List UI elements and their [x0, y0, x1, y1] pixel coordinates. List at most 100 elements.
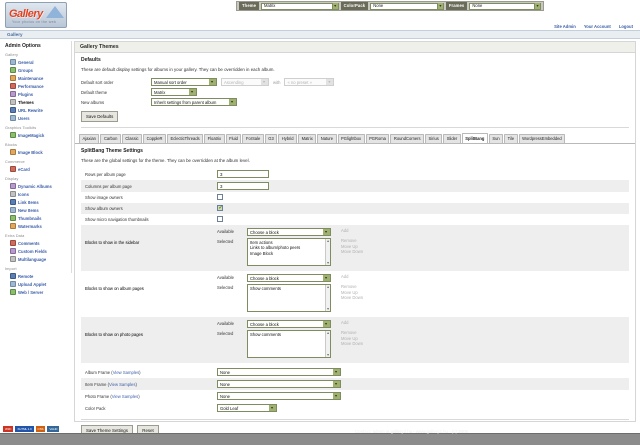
- sort-direction-select[interactable]: Ascending ▼: [221, 78, 269, 86]
- tab-coppler[interactable]: CoppleR: [143, 134, 167, 143]
- tab-hybrid[interactable]: Hybrid: [278, 134, 298, 143]
- save-defaults-button[interactable]: Save Defaults: [81, 111, 119, 122]
- block-action-move-up[interactable]: Move Up: [341, 289, 358, 295]
- tab-splitbang[interactable]: SplitBang: [461, 133, 488, 143]
- tab-roundcorners[interactable]: RoundCorners: [390, 134, 425, 143]
- scrollbar[interactable]: ▲ ▼: [325, 285, 330, 311]
- frame-select[interactable]: None ▼: [217, 392, 341, 400]
- sidebar-item-general[interactable]: General: [5, 58, 69, 66]
- tab-ajaxian[interactable]: Ajaxian: [79, 134, 100, 143]
- badge-xhtml[interactable]: XHTML 1.0: [15, 426, 34, 432]
- badge-w3c[interactable]: W3C: [3, 426, 14, 432]
- theme-selector[interactable]: Matrix ▼: [261, 2, 339, 10]
- link-site-admin[interactable]: Site Admin: [554, 24, 576, 29]
- tab-forsale[interactable]: ForSale: [242, 134, 264, 143]
- sidebar-item-ecard[interactable]: eCard: [5, 165, 69, 173]
- add-block-button[interactable]: Add: [341, 274, 349, 279]
- view-samples-link[interactable]: View Samples: [108, 381, 136, 387]
- sidebar-item-image-block[interactable]: Image Block: [5, 148, 69, 156]
- breadcrumb[interactable]: Gallery: [0, 30, 640, 39]
- list-item[interactable]: Item actions: [250, 240, 273, 245]
- list-item[interactable]: Image Block: [250, 250, 274, 256]
- sidebar-item-users[interactable]: Users: [5, 114, 69, 122]
- scrollbar[interactable]: ▲ ▼: [325, 239, 330, 265]
- scrollbar[interactable]: ▲ ▼: [325, 331, 330, 357]
- default-sort-order-select[interactable]: Manual sort order ▼: [151, 78, 217, 86]
- tab-slider[interactable]: Slider: [443, 134, 461, 143]
- frame-select[interactable]: None ▼: [217, 368, 341, 376]
- available-block-select[interactable]: Choose a block ▼: [247, 228, 331, 236]
- tab-eclecticthreads[interactable]: EclecticThreads: [167, 134, 204, 143]
- tab-pglightbox[interactable]: PGlightbox: [337, 134, 365, 143]
- list-item[interactable]: Show comments: [250, 332, 281, 337]
- tab-classic[interactable]: Classic: [121, 134, 143, 143]
- list-item[interactable]: Show comments: [250, 286, 281, 291]
- sidebar-item-performance[interactable]: Performance: [5, 82, 69, 90]
- checkbox[interactable]: [217, 194, 223, 200]
- sidebar-item-url-rewrite[interactable]: URL Rewrite: [5, 106, 69, 114]
- sidebar-item-groups[interactable]: Groups: [5, 66, 69, 74]
- add-block-button[interactable]: Add: [341, 228, 349, 233]
- tab-g3[interactable]: G3: [264, 134, 278, 143]
- available-block-select[interactable]: Choose a block ▼: [247, 320, 331, 328]
- selected-blocks-list[interactable]: Show comments ▲ ▼: [247, 284, 331, 312]
- view-samples-link[interactable]: View Samples: [112, 369, 140, 375]
- link-your-account[interactable]: Your Account: [583, 24, 611, 29]
- sidebar-item-custom-fields[interactable]: Custom Fields: [5, 247, 69, 255]
- tab-wordpressembedded[interactable]: WordpressEmbedded: [518, 134, 566, 143]
- number-input[interactable]: 3: [217, 170, 269, 178]
- tab-matrix[interactable]: Matrix: [298, 134, 317, 143]
- block-action-move-down[interactable]: Move Down: [341, 249, 364, 254]
- sidebar-item-multilanguage[interactable]: Multilanguage: [5, 255, 69, 263]
- sidebar-item-remote[interactable]: Remote: [5, 272, 69, 280]
- sidebar-item-new-items[interactable]: New Items: [5, 206, 69, 214]
- sidebar-item-imagemagick[interactable]: ImageMagick: [5, 131, 69, 139]
- selected-blocks-list[interactable]: Item actions Links to album/photo peers Im…: [247, 238, 331, 266]
- colorpack-selector[interactable]: None ▼: [370, 2, 444, 10]
- tab-sun[interactable]: Sun: [488, 134, 504, 143]
- number-input[interactable]: 3: [217, 182, 269, 190]
- sidebar-item-dynamic-albums[interactable]: Dynamic Albums: [5, 182, 69, 190]
- block-action-remove[interactable]: Remove: [341, 238, 357, 243]
- sidebar-item-icons[interactable]: Icons: [5, 190, 69, 198]
- available-block-select[interactable]: Choose a block ▼: [247, 274, 331, 282]
- selected-blocks-list[interactable]: Show comments ▲ ▼: [247, 330, 331, 358]
- block-action-remove[interactable]: Remove: [341, 284, 357, 289]
- link-logout[interactable]: Logout: [618, 24, 633, 29]
- tab-nature[interactable]: Nature: [317, 134, 337, 143]
- block-action-move-up[interactable]: Move Up: [341, 243, 358, 249]
- sidebar-item-watermarks[interactable]: Watermarks: [5, 222, 69, 230]
- tab-tile[interactable]: Tile: [504, 134, 518, 143]
- sidebar-item-plugins[interactable]: Plugins: [5, 90, 69, 98]
- frames-selector[interactable]: None ▼: [469, 2, 541, 10]
- tab-floatrix[interactable]: Floatrix: [204, 134, 225, 143]
- sidebar-item-thumbnails[interactable]: Thumbnails: [5, 214, 69, 222]
- default-theme-select[interactable]: Matrix ▼: [151, 88, 197, 96]
- breadcrumb-gallery[interactable]: Gallery: [7, 32, 23, 37]
- block-action-move-down[interactable]: Move Down: [341, 295, 364, 300]
- tab-fluid[interactable]: Fluid: [225, 134, 242, 143]
- frame-select[interactable]: None ▼: [217, 380, 341, 388]
- sidebar-item-maintenance[interactable]: Maintenance: [5, 74, 69, 82]
- block-action-move-down[interactable]: Move Down: [341, 341, 364, 346]
- badge-css[interactable]: CSS: [35, 426, 46, 432]
- tab-sirius[interactable]: Sirius: [425, 134, 443, 143]
- badge-valid[interactable]: VALID: [47, 426, 60, 432]
- add-block-button[interactable]: Add: [341, 320, 349, 325]
- sidebar-item-upload-applet[interactable]: Upload Applet: [5, 280, 69, 288]
- sidebar-item-link-items[interactable]: Link Items: [5, 198, 69, 206]
- color-pack-select[interactable]: Gold Leaf ▼: [217, 404, 277, 412]
- list-item[interactable]: Links to album/photo peers: [250, 245, 301, 251]
- tab-carbon[interactable]: Carbon: [100, 134, 121, 143]
- sidebar-item-themes[interactable]: Themes: [5, 98, 69, 106]
- sidebar-item-comments[interactable]: Comments: [5, 239, 69, 247]
- gallery-logo[interactable]: Gallery Your photos on the web: [5, 2, 67, 28]
- block-action-move-up[interactable]: Move Up: [341, 335, 358, 341]
- new-albums-select[interactable]: Inherit settings from parent album ▼: [151, 98, 237, 106]
- checkbox[interactable]: [217, 216, 223, 222]
- block-action-remove[interactable]: Remove: [341, 330, 357, 335]
- sort-preset-select[interactable]: « no preset » ▼: [284, 78, 335, 86]
- sidebar-item-web-server[interactable]: Web / Server: [5, 288, 69, 296]
- tab-pgroma[interactable]: PGRoma: [365, 134, 390, 143]
- view-samples-link[interactable]: View Samples: [111, 393, 139, 399]
